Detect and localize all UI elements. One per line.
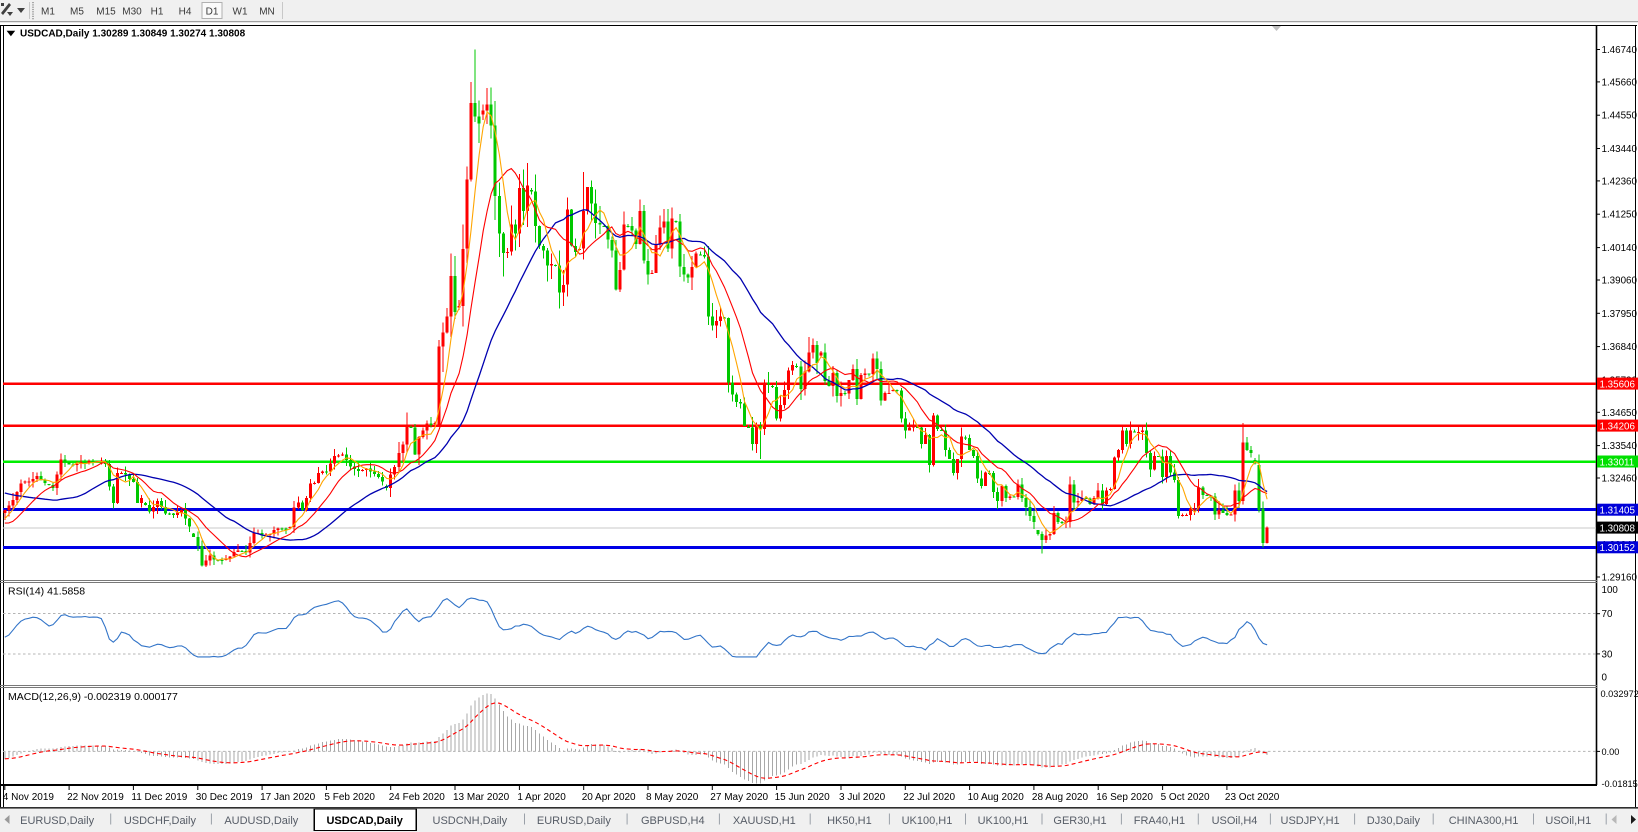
svg-text:20 Apr 2020: 20 Apr 2020 xyxy=(582,792,636,803)
svg-text:30 Dec 2019: 30 Dec 2019 xyxy=(196,792,253,803)
svg-text:1.46740: 1.46740 xyxy=(1602,45,1638,56)
svg-text:1.29160: 1.29160 xyxy=(1602,573,1638,584)
svg-text:FRA40,H1: FRA40,H1 xyxy=(1134,815,1185,827)
svg-text:3 Jul 2020: 3 Jul 2020 xyxy=(839,792,886,803)
svg-text:1.44550: 1.44550 xyxy=(1602,111,1638,122)
svg-text:UK100,H1: UK100,H1 xyxy=(902,815,953,827)
svg-text:30: 30 xyxy=(1602,649,1613,660)
svg-text:M30: M30 xyxy=(122,7,142,18)
svg-text:1.42360: 1.42360 xyxy=(1602,176,1638,187)
svg-text:H4: H4 xyxy=(179,7,192,18)
svg-text:24 Feb 2020: 24 Feb 2020 xyxy=(389,792,446,803)
svg-text:1.30152: 1.30152 xyxy=(1600,543,1635,554)
svg-text:8 May 2020: 8 May 2020 xyxy=(646,792,699,803)
svg-text:0.00: 0.00 xyxy=(1602,747,1620,757)
svg-text:HK50,H1: HK50,H1 xyxy=(827,815,872,827)
svg-text:1.30808: 1.30808 xyxy=(1600,523,1636,534)
svg-text:4 Nov 2019: 4 Nov 2019 xyxy=(3,792,55,803)
svg-text:USDCAD,Daily 1.30289 1.30849: USDCAD,Daily 1.30289 1.30849 1.30274 1.3… xyxy=(20,29,246,40)
svg-text:1.33011: 1.33011 xyxy=(1600,457,1635,468)
svg-text:H1: H1 xyxy=(151,7,164,18)
svg-text:1.32460: 1.32460 xyxy=(1602,474,1638,485)
svg-text:GER30,H1: GER30,H1 xyxy=(1053,815,1106,827)
svg-text:USDCNH,Daily: USDCNH,Daily xyxy=(433,815,508,827)
svg-text:22 Nov 2019: 22 Nov 2019 xyxy=(67,792,124,803)
svg-text:EURUSD,Daily: EURUSD,Daily xyxy=(20,815,94,827)
svg-text:11 Dec 2019: 11 Dec 2019 xyxy=(131,792,187,803)
svg-text:RSI(14) 41.5858: RSI(14) 41.5858 xyxy=(8,586,85,598)
svg-text:1.37950: 1.37950 xyxy=(1602,309,1638,320)
svg-text:1.35606: 1.35606 xyxy=(1600,379,1636,390)
svg-text:1.40140: 1.40140 xyxy=(1602,243,1638,254)
svg-text:1.34206: 1.34206 xyxy=(1600,421,1636,432)
svg-text:MN: MN xyxy=(259,7,275,18)
svg-text:M1: M1 xyxy=(41,7,55,18)
svg-text:M5: M5 xyxy=(70,7,84,18)
svg-text:16 Sep 2020: 16 Sep 2020 xyxy=(1096,792,1153,803)
svg-text:13 Mar 2020: 13 Mar 2020 xyxy=(453,792,510,803)
svg-text:W1: W1 xyxy=(233,7,248,18)
svg-text:UK100,H1: UK100,H1 xyxy=(978,815,1029,827)
svg-text:USOil,H4: USOil,H4 xyxy=(1212,815,1258,827)
svg-text:1.45660: 1.45660 xyxy=(1602,77,1638,88)
svg-text:USOil,H1: USOil,H1 xyxy=(1545,815,1591,827)
svg-text:17 Jan 2020: 17 Jan 2020 xyxy=(260,792,315,803)
svg-text:5 Feb 2020: 5 Feb 2020 xyxy=(324,792,375,803)
svg-text:M15: M15 xyxy=(96,7,116,18)
svg-text:1.33540: 1.33540 xyxy=(1602,441,1638,452)
svg-text:XAUUSD,H1: XAUUSD,H1 xyxy=(733,815,796,827)
svg-text:5 Oct 2020: 5 Oct 2020 xyxy=(1161,792,1210,803)
svg-text:1 Apr 2020: 1 Apr 2020 xyxy=(517,792,566,803)
svg-text:DJ30,Daily: DJ30,Daily xyxy=(1367,815,1421,827)
svg-text:70: 70 xyxy=(1602,609,1613,620)
svg-text:CHINA300,H1: CHINA300,H1 xyxy=(1449,815,1519,827)
svg-text:22 Jul 2020: 22 Jul 2020 xyxy=(903,792,955,803)
svg-text:0: 0 xyxy=(1602,673,1608,684)
svg-text:1.34650: 1.34650 xyxy=(1602,408,1638,419)
svg-text:0.032972: 0.032972 xyxy=(1601,689,1638,699)
svg-text:USDCHF,Daily: USDCHF,Daily xyxy=(124,815,197,827)
svg-text:10 Aug 2020: 10 Aug 2020 xyxy=(968,792,1025,803)
svg-text:USDCAD,Daily: USDCAD,Daily xyxy=(326,815,403,827)
svg-text:15 Jun 2020: 15 Jun 2020 xyxy=(775,792,830,803)
svg-text:100: 100 xyxy=(1602,585,1619,596)
svg-text:27 May 2020: 27 May 2020 xyxy=(710,792,768,803)
svg-text:USDJPY,H1: USDJPY,H1 xyxy=(1281,815,1340,827)
svg-text:1.36840: 1.36840 xyxy=(1602,342,1638,353)
svg-text:GBPUSD,H4: GBPUSD,H4 xyxy=(641,815,705,827)
svg-text:1.31405: 1.31405 xyxy=(1600,506,1636,517)
svg-text:EURUSD,Daily: EURUSD,Daily xyxy=(537,815,611,827)
svg-text:28 Aug 2020: 28 Aug 2020 xyxy=(1032,792,1089,803)
svg-text:D1: D1 xyxy=(206,7,219,18)
svg-text:1.41250: 1.41250 xyxy=(1602,210,1638,221)
svg-text:MACD(12,26,9) -0.002319 0.0001: MACD(12,26,9) -0.002319 0.000177 xyxy=(8,691,178,703)
svg-text:23 Oct 2020: 23 Oct 2020 xyxy=(1225,792,1280,803)
svg-text:-0.01815: -0.01815 xyxy=(1602,779,1638,789)
svg-text:1.39060: 1.39060 xyxy=(1602,276,1638,287)
svg-text:AUDUSD,Daily: AUDUSD,Daily xyxy=(224,815,298,827)
svg-text:1.43440: 1.43440 xyxy=(1602,144,1638,155)
